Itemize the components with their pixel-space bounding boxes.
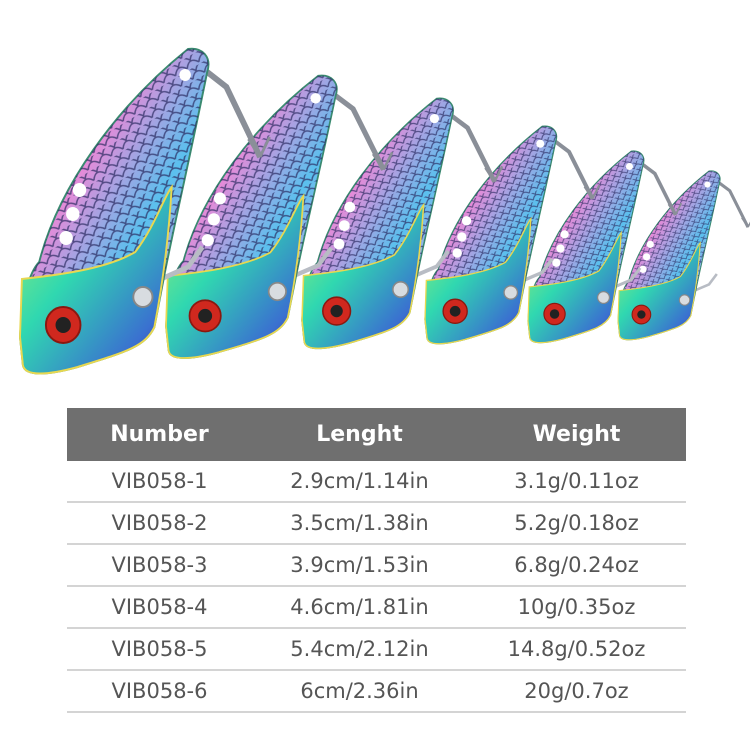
table-row: VIB058-3 3.9cm/1.53in 6.8g/0.24oz (67, 545, 686, 587)
cell-length: 3.9cm/1.53in (290, 553, 429, 577)
header-number: Number (110, 422, 209, 447)
cell-weight: 14.8g/0.52oz (507, 637, 646, 661)
lures-product-image (0, 0, 750, 400)
cell-length: 3.5cm/1.38in (290, 511, 429, 535)
lure-6 (616, 169, 750, 342)
cell-number: VIB058-4 (111, 595, 208, 619)
cell-number: VIB058-3 (111, 553, 208, 577)
cell-number: VIB058-1 (111, 469, 208, 493)
header-length: Lenght (316, 422, 403, 447)
cell-weight: 20g/0.7oz (524, 679, 629, 703)
cell-number: VIB058-2 (111, 511, 208, 535)
table-row: VIB058-5 5.4cm/2.12in 14.8g/0.52oz (67, 629, 686, 671)
cell-length: 4.6cm/1.81in (290, 595, 429, 619)
spec-table: Number Lenght Weight VIB058-1 2.9cm/1.14… (67, 408, 686, 713)
cell-number: VIB058-5 (111, 637, 208, 661)
table-header: Number Lenght Weight (67, 408, 686, 461)
table-row: VIB058-4 4.6cm/1.81in 10g/0.35oz (67, 587, 686, 629)
cell-weight: 6.8g/0.24oz (514, 553, 639, 577)
cell-length: 2.9cm/1.14in (290, 469, 429, 493)
cell-length: 5.4cm/2.12in (290, 637, 429, 661)
table-row: VIB058-1 2.9cm/1.14in 3.1g/0.11oz (67, 461, 686, 503)
cell-weight: 10g/0.35oz (517, 595, 636, 619)
cell-weight: 5.2g/0.18oz (514, 511, 639, 535)
cell-number: VIB058-6 (111, 679, 208, 703)
header-weight: Weight (532, 422, 621, 447)
cell-weight: 3.1g/0.11oz (514, 469, 639, 493)
table-row: VIB058-2 3.5cm/1.38in 5.2g/0.18oz (67, 503, 686, 545)
table-row: VIB058-6 6cm/2.36in 20g/0.7oz (67, 671, 686, 713)
cell-length: 6cm/2.36in (300, 679, 419, 703)
